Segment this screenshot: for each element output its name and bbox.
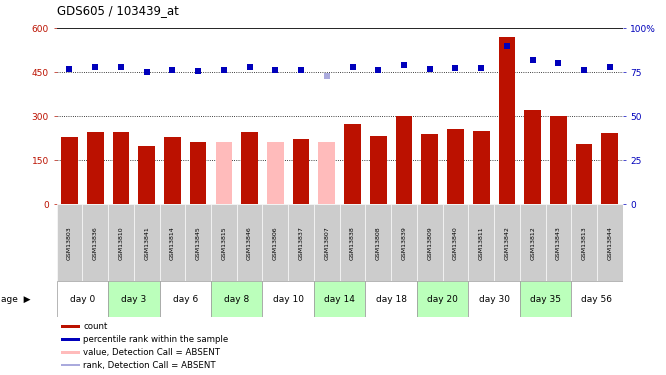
Text: day 8: day 8: [224, 295, 249, 304]
Bar: [61, 351, 80, 354]
Text: day 6: day 6: [172, 295, 198, 304]
Text: day 35: day 35: [530, 295, 561, 304]
Bar: [340, 204, 366, 281]
Bar: [185, 204, 211, 281]
Text: GSM13814: GSM13814: [170, 226, 175, 260]
Bar: [318, 142, 335, 204]
Text: GSM13809: GSM13809: [427, 226, 432, 260]
Bar: [61, 338, 80, 340]
Bar: [134, 204, 160, 281]
Bar: [262, 204, 288, 281]
Text: day 3: day 3: [121, 295, 147, 304]
Bar: [108, 281, 160, 317]
Bar: [499, 37, 515, 204]
Text: rank, Detection Call = ABSENT: rank, Detection Call = ABSENT: [83, 361, 216, 370]
Bar: [443, 204, 468, 281]
Text: day 10: day 10: [272, 295, 304, 304]
Bar: [519, 281, 571, 317]
Text: GSM13842: GSM13842: [504, 226, 509, 260]
Text: day 30: day 30: [479, 295, 509, 304]
Bar: [262, 281, 314, 317]
Bar: [164, 137, 180, 204]
Bar: [601, 133, 618, 204]
Bar: [57, 281, 108, 317]
Text: GSM13846: GSM13846: [247, 226, 252, 260]
Text: GSM13812: GSM13812: [530, 226, 535, 260]
Bar: [571, 281, 623, 317]
Text: GSM13839: GSM13839: [402, 226, 406, 260]
Text: GSM13843: GSM13843: [556, 226, 561, 260]
Bar: [519, 204, 545, 281]
Text: GSM13838: GSM13838: [350, 226, 355, 260]
Bar: [422, 134, 438, 204]
Text: count: count: [83, 322, 108, 331]
Text: GSM13813: GSM13813: [581, 226, 587, 260]
Bar: [550, 116, 567, 204]
Bar: [216, 142, 232, 204]
Bar: [571, 204, 597, 281]
Text: GSM13810: GSM13810: [119, 226, 123, 260]
Bar: [190, 142, 206, 204]
Bar: [113, 132, 129, 204]
Text: GDS605 / 103439_at: GDS605 / 103439_at: [57, 4, 178, 17]
Bar: [366, 281, 417, 317]
Text: GSM13808: GSM13808: [376, 226, 381, 260]
Text: GSM13811: GSM13811: [479, 226, 484, 260]
Text: percentile rank within the sample: percentile rank within the sample: [83, 335, 228, 344]
Bar: [61, 364, 80, 366]
Bar: [314, 281, 366, 317]
Bar: [494, 204, 519, 281]
Text: value, Detection Call = ABSENT: value, Detection Call = ABSENT: [83, 348, 220, 357]
Bar: [597, 204, 623, 281]
Text: GSM13841: GSM13841: [144, 226, 149, 260]
Bar: [211, 281, 262, 317]
Bar: [57, 204, 83, 281]
Bar: [61, 137, 78, 204]
Bar: [236, 204, 262, 281]
Text: GSM13807: GSM13807: [324, 226, 329, 260]
Bar: [211, 204, 236, 281]
Text: day 20: day 20: [427, 295, 458, 304]
Bar: [468, 204, 494, 281]
Bar: [288, 204, 314, 281]
Bar: [267, 142, 284, 204]
Text: GSM13840: GSM13840: [453, 226, 458, 260]
Text: GSM13806: GSM13806: [273, 226, 278, 260]
Bar: [83, 204, 108, 281]
Bar: [524, 110, 541, 204]
Bar: [473, 131, 490, 204]
Bar: [108, 204, 134, 281]
Bar: [344, 124, 361, 204]
Bar: [139, 146, 155, 204]
Bar: [160, 281, 211, 317]
Text: GSM13845: GSM13845: [196, 226, 200, 260]
Text: day 18: day 18: [376, 295, 407, 304]
Bar: [391, 204, 417, 281]
Text: GSM13844: GSM13844: [607, 226, 612, 260]
Bar: [545, 204, 571, 281]
Bar: [370, 136, 387, 204]
Text: day 14: day 14: [324, 295, 355, 304]
Bar: [417, 204, 443, 281]
Text: GSM13837: GSM13837: [298, 226, 304, 260]
Text: age  ▶: age ▶: [1, 295, 31, 304]
Bar: [396, 116, 412, 204]
Bar: [468, 281, 519, 317]
Bar: [366, 204, 391, 281]
Bar: [314, 204, 340, 281]
Text: day 56: day 56: [581, 295, 613, 304]
Bar: [447, 129, 464, 204]
Text: GSM13815: GSM13815: [221, 226, 226, 260]
Text: GSM13836: GSM13836: [93, 226, 98, 260]
Bar: [160, 204, 185, 281]
Bar: [417, 281, 468, 317]
Bar: [241, 132, 258, 204]
Text: day 0: day 0: [70, 295, 95, 304]
Bar: [292, 139, 310, 204]
Bar: [61, 326, 80, 328]
Bar: [575, 144, 593, 204]
Text: GSM13803: GSM13803: [67, 226, 72, 260]
Bar: [87, 132, 104, 204]
